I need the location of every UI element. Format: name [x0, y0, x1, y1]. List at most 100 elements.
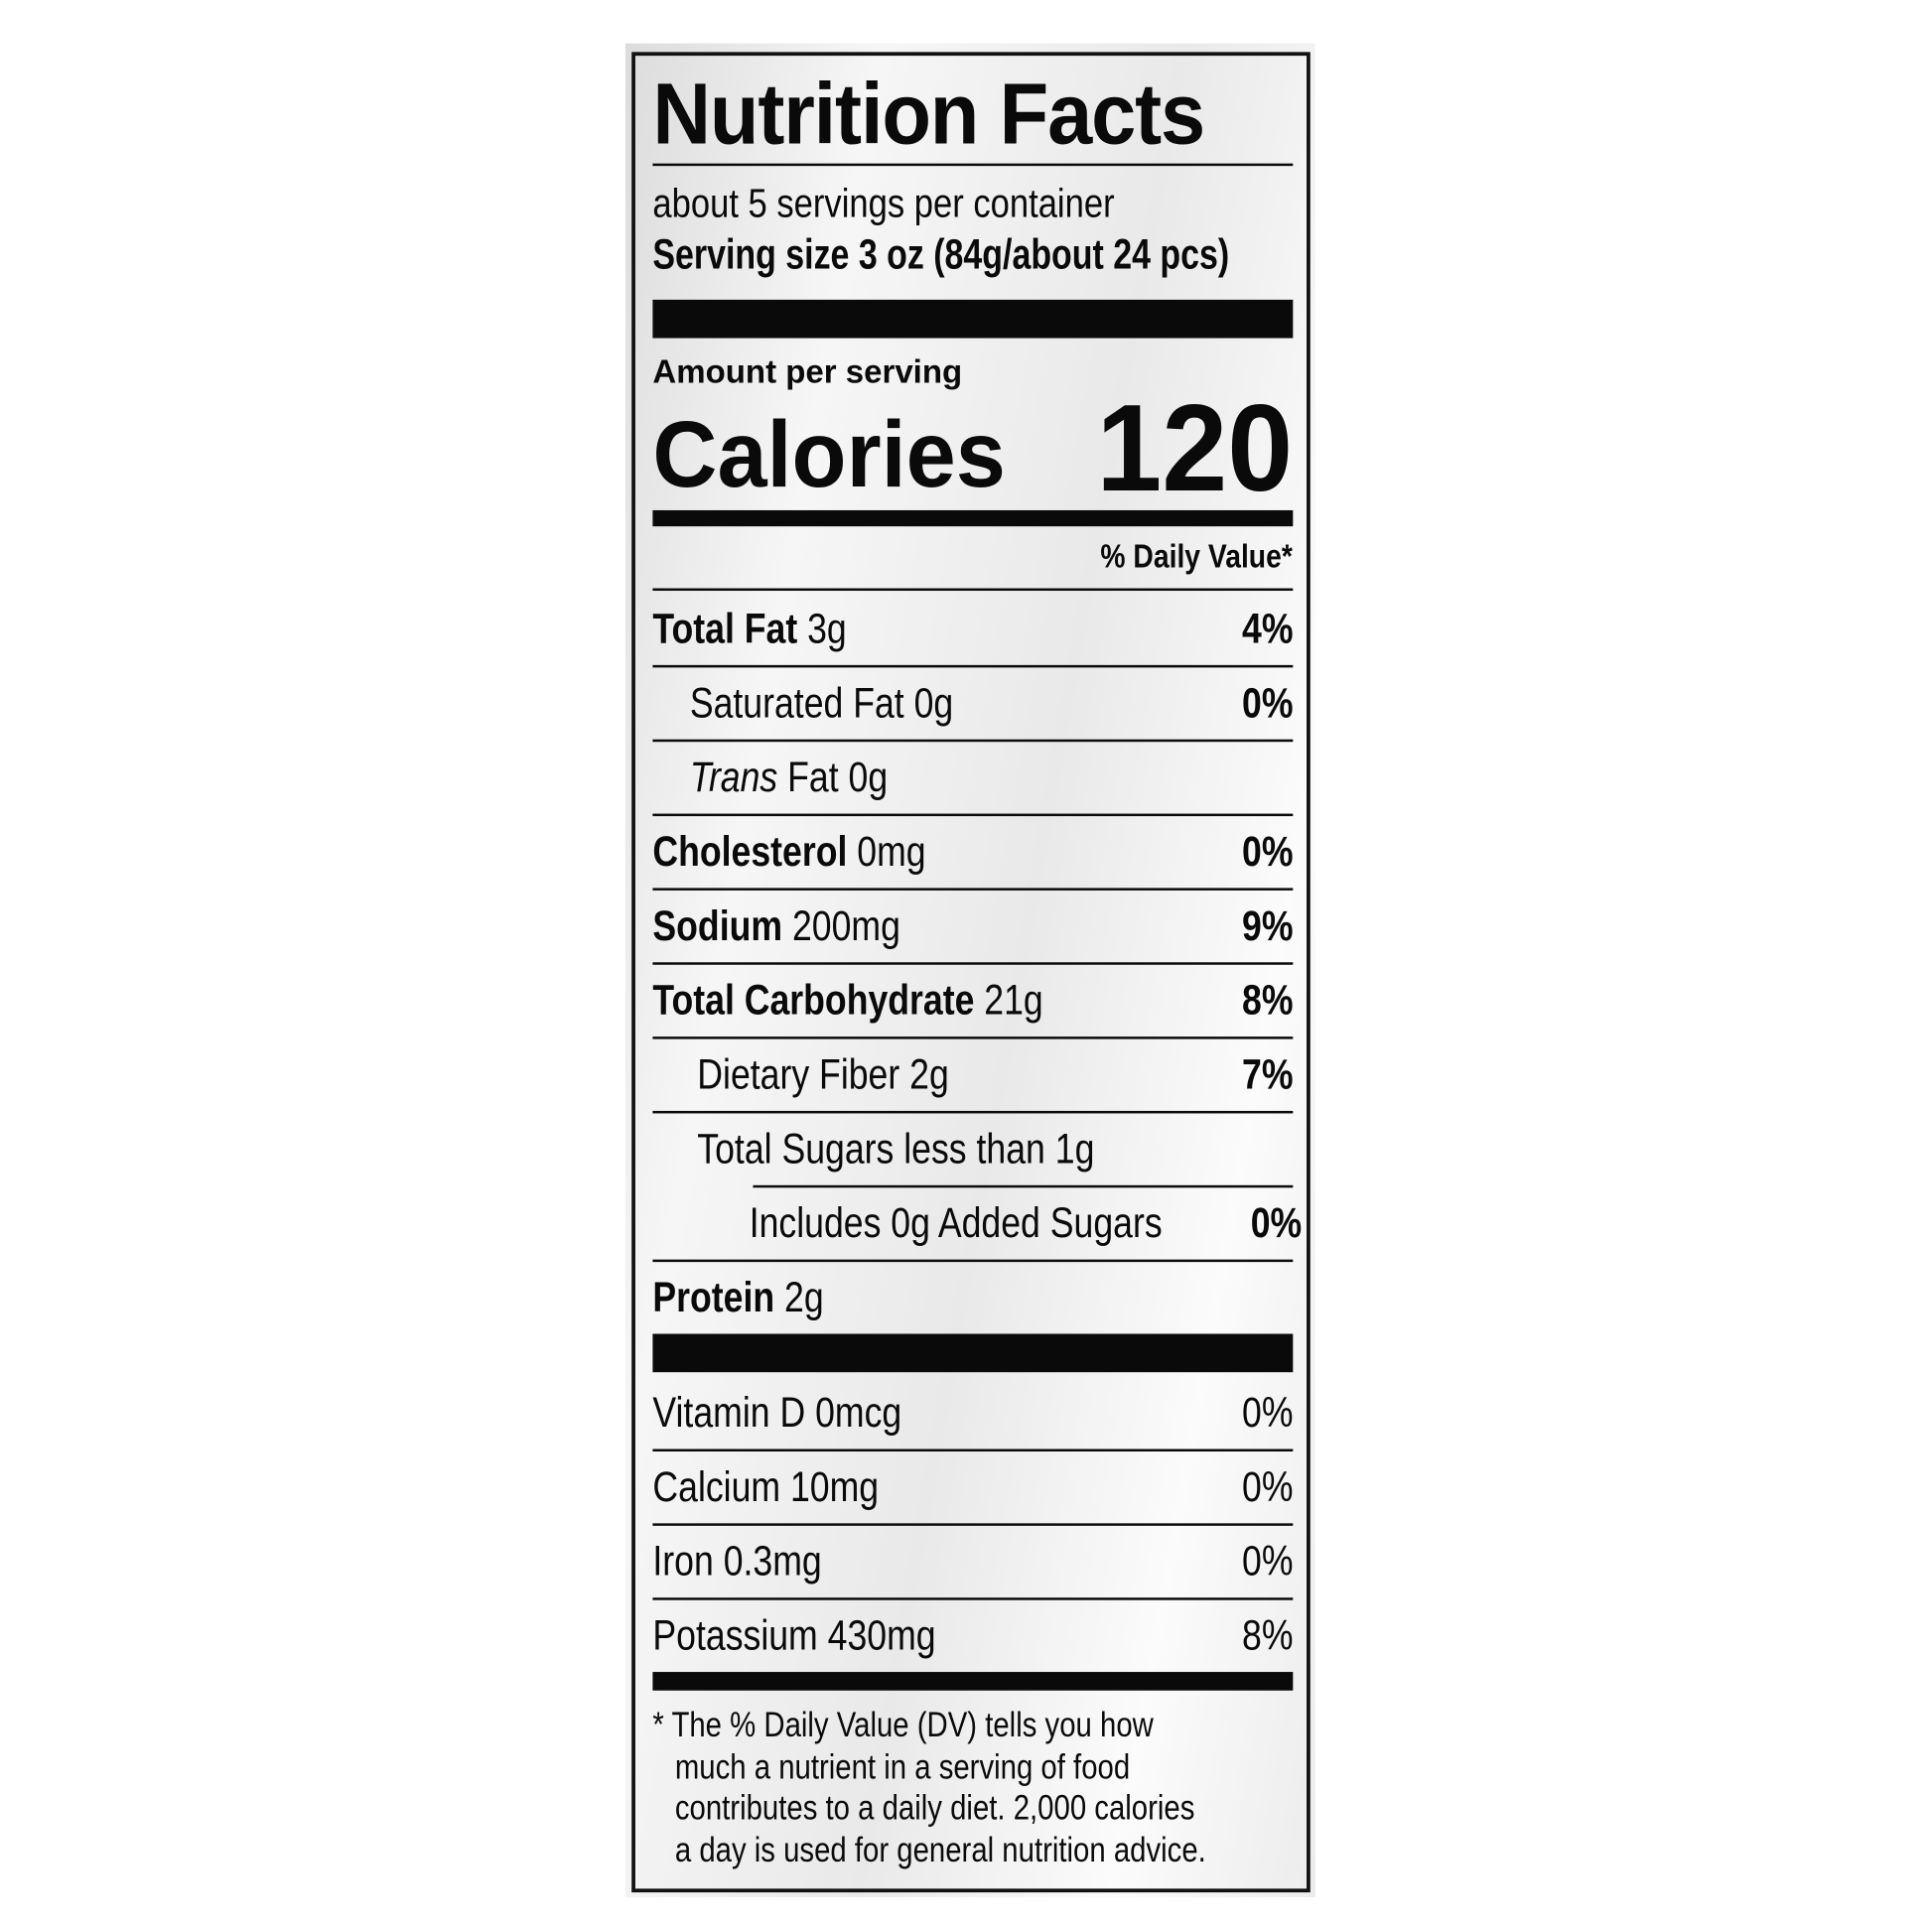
vitamin-name: Calcium: [652, 1462, 781, 1511]
serving-size-text: Serving size 3 oz (84g/about 24 pcs): [652, 231, 1230, 279]
nutrient-label: Total Carbohydrate 21g: [652, 977, 1042, 1026]
nutrient-daily-value: 0%: [1241, 827, 1294, 876]
calories-row: Calories 120: [652, 378, 1294, 518]
divider: [652, 1110, 1294, 1114]
daily-value-header-text: % Daily Value*: [1100, 537, 1294, 575]
divider: [652, 588, 1294, 592]
amount-text: Amount per serving: [652, 352, 963, 390]
divider: [652, 1036, 1294, 1039]
vitamin-row: Iron 0.3mg 0%: [652, 1525, 1293, 1599]
calories-value: 120: [1086, 378, 1294, 518]
divider: [652, 163, 1294, 167]
divider: [652, 1597, 1294, 1600]
divider: [652, 888, 1294, 891]
divider: [753, 1184, 1294, 1188]
amount-per-serving: Amount per serving: [652, 353, 1293, 392]
nutrient-row: Sodium 200mg 9%: [652, 890, 1293, 964]
nutrient-row: Total Fat 3g 4%: [652, 592, 1293, 666]
vitamin-daily-value: 0%: [1241, 1462, 1294, 1511]
calories-label: Calories: [652, 406, 1024, 505]
nutrient-label: Sodium 200mg: [652, 902, 899, 951]
nutrient-amount: less than 1g: [903, 1125, 1095, 1173]
nutrient-name: Protein: [652, 1273, 775, 1321]
daily-value-header: % Daily Value*: [652, 537, 1293, 576]
divider: [652, 1449, 1294, 1451]
nutrient-amount: 2g: [909, 1050, 949, 1098]
nutrient-daily-value: 8%: [1241, 976, 1294, 1025]
nutrient-row: Protein 2g: [652, 1261, 1293, 1335]
nutrient-row: Total Carbohydrate 21g 8%: [652, 964, 1293, 1038]
nutrient-row: Total Sugars less than 1g: [697, 1112, 1293, 1186]
medium-divider: [652, 509, 1294, 527]
vitamin-amount: 0mcg: [815, 1389, 902, 1437]
nutrient-row: Trans Fat 0g: [690, 741, 1294, 815]
nutrient-name: Total Fat: [652, 605, 798, 652]
nutrient-label: Dietary Fiber 2g: [697, 1050, 948, 1099]
nutrient-amount: 0g: [913, 679, 954, 727]
nutrient-amount: 0mg: [857, 827, 926, 876]
vitamin-daily-value: 0%: [1241, 1389, 1294, 1437]
vitamin-amount: 10mg: [789, 1462, 880, 1511]
servings-text: about 5 servings per container: [652, 179, 1115, 226]
nutrient-row: Cholesterol 0mg 0%: [652, 815, 1293, 890]
medium-divider: [652, 1672, 1294, 1691]
servings-per-container: about 5 servings per container: [652, 180, 1293, 226]
nutrient-daily-value: 4%: [1241, 605, 1294, 652]
vitamin-label: Vitamin D 0mcg: [652, 1389, 901, 1438]
nutrient-name: Trans: [689, 754, 778, 801]
footnote-line: * The % Daily Value (DV) tells you how: [652, 1704, 1293, 1745]
nutrient-row: Dietary Fiber 2g 7%: [697, 1037, 1293, 1112]
nutrient-daily-value: 0%: [1250, 1199, 1303, 1247]
nutrient-label: Trans Fat 0g: [690, 754, 888, 802]
vitamin-label: Iron 0.3mg: [652, 1538, 821, 1587]
footnote-text: * The % Daily Value (DV) tells you how: [652, 1705, 1154, 1744]
nutrient-name: Saturated Fat: [689, 679, 904, 727]
divider: [652, 813, 1294, 817]
divider: [652, 1259, 1294, 1263]
footnote-text: contributes to a daily diet. 2,000 calor…: [674, 1788, 1195, 1828]
divider: [652, 1523, 1294, 1526]
vitamin-amount: 430mg: [827, 1611, 936, 1659]
nutrient-name: Dietary Fiber: [697, 1050, 900, 1098]
vitamin-daily-value: 0%: [1241, 1537, 1294, 1586]
label-title: Nutrition Facts: [652, 65, 1293, 164]
nutrient-amount: 2g: [784, 1273, 824, 1321]
nutrient-name: Includes 0g Added Sugars: [749, 1199, 1163, 1247]
calories-label-text: Calories: [652, 402, 1006, 508]
nutrient-name-suffix: Fat: [787, 754, 839, 801]
vitamin-name: Vitamin D: [652, 1389, 806, 1437]
divider: [652, 962, 1294, 965]
nutrient-name: Sodium: [652, 901, 783, 950]
nutrient-daily-value: 0%: [1241, 679, 1294, 727]
nutrient-name: Total Sugars: [697, 1125, 895, 1173]
nutrient-amount: 3g: [807, 605, 847, 652]
nutrient-amount: 21g: [984, 976, 1043, 1025]
nutrient-label: Protein 2g: [652, 1274, 823, 1322]
vitamin-name: Potassium: [652, 1611, 818, 1659]
divider: [652, 664, 1294, 668]
nutrient-label: Cholesterol 0mg: [652, 828, 925, 877]
nutrient-row: Saturated Fat 0g 0%: [690, 666, 1294, 741]
serving-size: Serving size 3 oz (84g/about 24 pcs): [652, 231, 1293, 280]
footnote-line: much a nutrient in a serving of food: [652, 1745, 1293, 1787]
vitamin-name: Iron: [652, 1537, 714, 1586]
nutrient-label: Includes 0g Added Sugars: [750, 1199, 1163, 1248]
vitamin-row: Potassium 430mg 8%: [652, 1598, 1293, 1673]
calories-value-text: 120: [1096, 378, 1294, 518]
footnote-line: contributes to a daily diet. 2,000 calor…: [652, 1787, 1293, 1829]
nutrient-label: Total Sugars less than 1g: [697, 1125, 1094, 1173]
divider: [652, 739, 1294, 743]
nutrient-label: Saturated Fat 0g: [690, 679, 953, 728]
footnote-text: much a nutrient in a serving of food: [674, 1746, 1131, 1786]
footnote-line: a day is used for general nutrition advi…: [652, 1829, 1293, 1870]
nutrient-amount: 200mg: [791, 901, 900, 950]
nutrient-name: Cholesterol: [652, 827, 848, 876]
label-border: [631, 52, 1311, 1893]
vitamin-label: Calcium 10mg: [652, 1463, 879, 1512]
title-text: Nutrition Facts: [652, 66, 1205, 163]
label-background: [624, 43, 1315, 1898]
thick-divider: [652, 299, 1294, 339]
nutrient-row: Includes 0g Added Sugars 0%: [750, 1186, 1302, 1261]
nutrient-daily-value: 7%: [1241, 1050, 1294, 1098]
nutrient-amount: 0g: [848, 754, 889, 801]
